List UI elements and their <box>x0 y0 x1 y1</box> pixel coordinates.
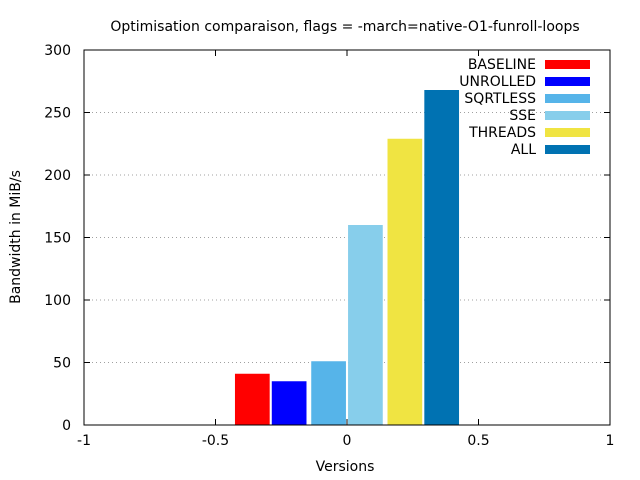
legend-label-threads: THREADS <box>468 125 536 141</box>
y-tick-label: 100 <box>44 293 71 309</box>
bar-unrolled <box>271 381 307 425</box>
bar-threads <box>387 138 423 425</box>
legend-swatch-unrolled <box>545 77 590 86</box>
bar-sqrtless <box>311 361 346 425</box>
x-tick-label: -0.5 <box>202 433 229 449</box>
axis-ticks: 0 50 100 150 200 250 300 -1 -0.5 0 0.5 1 <box>44 43 614 449</box>
bar-all <box>424 90 460 425</box>
legend-swatch-all <box>545 145 590 154</box>
y-tick-label: 300 <box>44 43 71 59</box>
legend-swatch-baseline <box>545 60 590 69</box>
y-tick-label: 250 <box>44 106 71 122</box>
x-axis-title: Versions <box>316 459 375 475</box>
legend-label-baseline: BASELINE <box>468 57 536 73</box>
bars <box>234 90 460 425</box>
legend-label-sse: SSE <box>509 108 536 124</box>
x-tick-label: 0.5 <box>467 433 489 449</box>
y-axis-title: Bandwidth in MiB/s <box>8 170 24 304</box>
x-tick-label: 0 <box>343 433 352 449</box>
legend-swatch-sse <box>545 111 590 120</box>
x-tick-label: 1 <box>606 433 615 449</box>
y-tick-label: 50 <box>53 356 71 372</box>
legend-label-sqrtless: SQRTLESS <box>464 91 536 107</box>
legend-label-all: ALL <box>511 142 536 158</box>
legend-swatch-threads <box>545 128 590 137</box>
x-tick-label: -1 <box>77 433 91 449</box>
y-tick-label: 200 <box>44 168 71 184</box>
y-tick-label: 150 <box>44 231 71 247</box>
bar-sse <box>348 225 383 425</box>
legend-swatch-sqrtless <box>545 94 590 103</box>
bar-baseline <box>234 373 270 425</box>
y-tick-label: 0 <box>62 418 71 434</box>
legend-label-unrolled: UNROLLED <box>459 74 536 90</box>
chart-title: Optimisation comparaison, flags = -march… <box>110 19 579 35</box>
